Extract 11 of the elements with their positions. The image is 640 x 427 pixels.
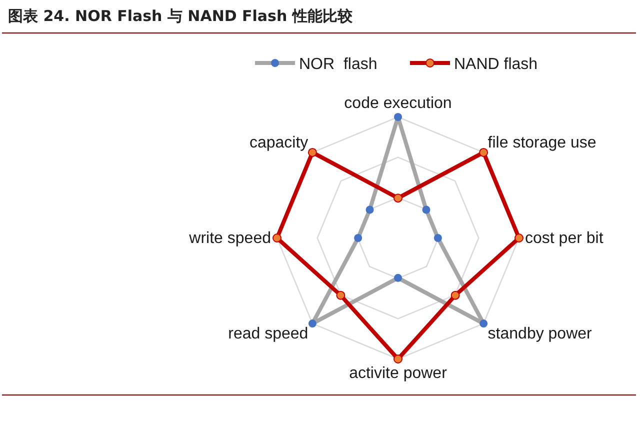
spoke-label: capacity [249, 134, 308, 152]
spoke-label: code execution [344, 95, 452, 112]
spoke-label: activite power [349, 365, 448, 382]
legend-label: NAND flash [454, 56, 538, 73]
legend-label: NOR flash [299, 56, 378, 73]
spoke-label: standby power [488, 325, 593, 342]
spoke-label: file storage use [488, 134, 596, 152]
spoke-label: write speed [188, 230, 271, 247]
spoke-label: read speed [228, 325, 308, 342]
spoke-label: cost per bit [525, 230, 604, 247]
chart-title: 图表 24. NOR Flash 与 NAND Flash 性能比较 [8, 7, 354, 25]
